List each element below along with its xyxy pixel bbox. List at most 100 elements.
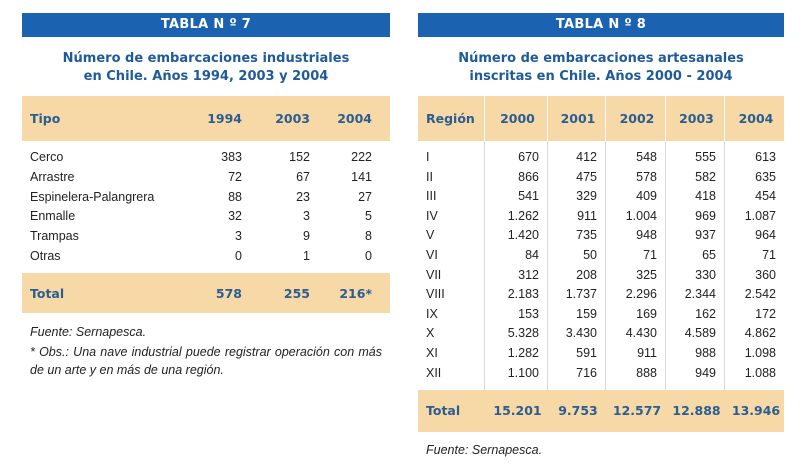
tabla7-banner: TABLA N º 7: [22, 13, 390, 37]
tabla7-col-header: 2003: [275, 111, 310, 126]
tabla8-cell: 2.296: [625, 287, 657, 302]
tabla7-cell: 383: [221, 150, 242, 164]
tabla8-col-header: 2004: [738, 111, 774, 126]
column-divider: [547, 96, 548, 141]
tabla8-row-label: XII: [426, 365, 442, 380]
tabla8-cell: 169: [636, 306, 657, 321]
tabla8-cell: 409: [636, 189, 657, 204]
tabla8-cell: 1.004: [625, 208, 657, 223]
tabla8-col-header: 2000: [500, 111, 535, 126]
tabla7-cell: 5: [365, 209, 372, 224]
tabla8-col-header: Región: [426, 111, 475, 126]
tabla8-cell: 613: [755, 150, 776, 164]
tabla8-cell: 582: [695, 169, 716, 184]
tabla8-cell: 1.098: [744, 346, 776, 360]
tabla7-header-row: [22, 96, 390, 141]
tabla8-row-label: VII: [426, 267, 442, 282]
tabla7-cell: 8: [365, 229, 372, 244]
tabla8-cell: 418: [695, 189, 716, 204]
tabla8-cell: 2.542: [744, 287, 776, 302]
tabla7-col-header: 2004: [337, 111, 372, 126]
tabla7-total-cell: 578: [215, 286, 242, 301]
column-divider: [665, 96, 666, 141]
tabla8-cell: 670: [518, 150, 539, 164]
tabla7-cell: 23: [296, 189, 310, 204]
tabla7-total-cell: 216*: [339, 286, 372, 301]
tabla8-cell: 1.262: [507, 208, 539, 223]
column-divider: [605, 141, 606, 390]
tabla8-cell: 2.344: [684, 287, 716, 302]
tabla8-source: Fuente: Sernapesca.: [426, 443, 543, 457]
tabla7-cell: 72: [228, 169, 242, 184]
tabla7-cell: 152: [289, 150, 310, 164]
tabla8-total-cell: 9.753: [558, 403, 598, 418]
tabla8-cell: 454: [755, 189, 776, 204]
tabla8-title: Número de embarcaciones artesanales insc…: [418, 50, 784, 86]
tabla8-cell: 911: [577, 208, 597, 223]
tabla8-cell: 937: [695, 228, 716, 243]
tabla8-row-label: VIII: [426, 287, 445, 302]
tabla7-note: * Obs.: Una nave industrial puede regist…: [30, 345, 382, 377]
tabla8-cell: 153: [518, 306, 539, 321]
tabla8-header-row: [418, 96, 784, 141]
tabla7-cell: 27: [358, 189, 372, 204]
tabla8-total-cell: 12.577: [612, 403, 662, 418]
tabla8-cell: 71: [643, 248, 657, 262]
tabla7-title-line1: Número de embarcaciones industriales: [62, 51, 350, 66]
tabla8-cell: 162: [695, 306, 716, 321]
tabla7-cell: 9: [303, 229, 310, 244]
tabla8-row-label: V: [426, 228, 435, 243]
column-divider: [547, 141, 548, 390]
column-divider: [484, 96, 485, 141]
tabla7-cell: 3: [303, 209, 310, 224]
tabla8-total-cell: 15.201: [493, 403, 542, 418]
tabla7-cell: 3: [235, 229, 242, 244]
tabla7-cell: 0: [365, 249, 372, 263]
tabla7-col-header: 1994: [207, 111, 242, 126]
tabla8-title-line1: Número de embarcaciones artesanales: [458, 51, 744, 66]
tabla8-cell: 172: [755, 306, 776, 321]
column-divider: [484, 141, 485, 390]
tabla8-banner: TABLA N º 8: [418, 13, 784, 37]
tabla8-cell: 1.282: [507, 346, 539, 360]
tabla7-cell: 141: [351, 169, 372, 184]
tabla8-cell: 911: [637, 346, 657, 360]
tabla8-cell: 735: [576, 228, 597, 243]
tabla7-cell: 88: [228, 189, 242, 204]
tabla8-cell: 1.087: [744, 208, 776, 223]
tabla8-row-label: X: [426, 326, 435, 341]
tabla7-cell: 32: [228, 209, 242, 224]
tabla8-cell: 475: [576, 169, 597, 184]
tabla8-cell: 548: [636, 150, 657, 164]
tabla8-cell: 555: [695, 150, 716, 164]
tabla8-title-line2: inscritas en Chile. Años 2000 - 2004: [469, 69, 733, 84]
tabla8-cell: 1.737: [565, 287, 597, 302]
tabla7-total-cell: 255: [283, 286, 310, 301]
tabla7-row-label: Arrastre: [30, 169, 75, 184]
tabla7-row-label: Enmalle: [30, 209, 76, 224]
tabla8-cell: 329: [576, 189, 597, 204]
tabla7-title-line2: en Chile. Años 1994, 2003 y 2004: [83, 69, 329, 84]
tabla8-cell: 159: [576, 306, 597, 321]
tabla8-cell: 969: [695, 208, 716, 223]
tabla8-cell: 412: [576, 150, 597, 164]
tabla8-row-label: III: [426, 189, 437, 204]
tabla8-cell: 866: [518, 169, 539, 184]
tabla8-cell: 360: [755, 267, 776, 282]
tabla8-row-label: I: [426, 150, 430, 164]
tabla8-row-label: IX: [426, 306, 438, 321]
tabla8-cell: 330: [695, 267, 716, 282]
tabla7-row-label: Trampas: [30, 229, 79, 244]
tabla8-total-row: [418, 390, 784, 432]
tabla8-total-cell: 12.888: [672, 403, 721, 418]
tabla8-cell: 1.420: [507, 228, 539, 243]
tabla8-col-header: 2001: [560, 111, 596, 126]
tabla8-cell: 4.862: [744, 326, 776, 341]
tabla8-cell: 325: [636, 267, 657, 282]
tabla7-total-label: Total: [30, 286, 65, 301]
tabla8-cell: 65: [702, 248, 716, 262]
tabla8-cell: 1.088: [744, 365, 776, 380]
tabla8-cell: 71: [762, 248, 776, 262]
tabla7-total-row: [22, 273, 390, 313]
tabla8-cell: 4.430: [625, 326, 657, 341]
